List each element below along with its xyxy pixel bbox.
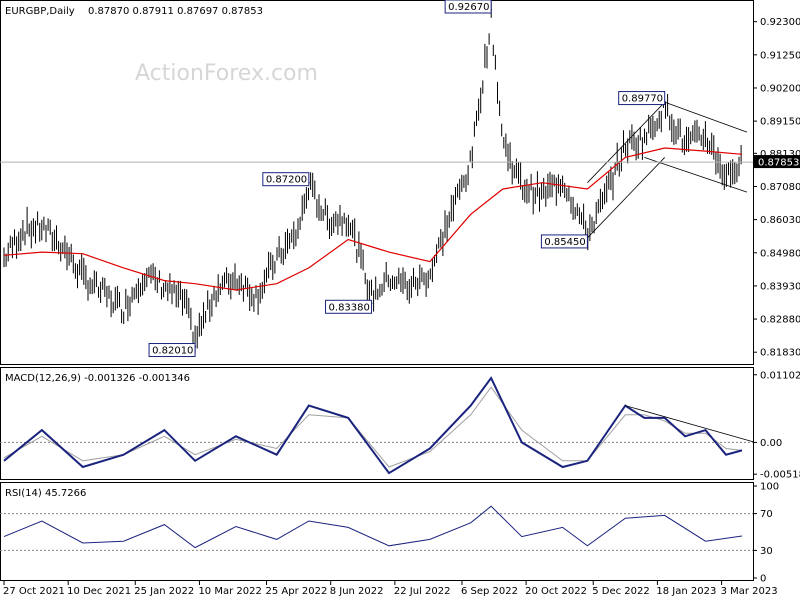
trend-line xyxy=(664,101,748,133)
price-tick-label: 0.83930 xyxy=(760,281,800,292)
macd-panel-frame xyxy=(0,367,754,480)
symbol-timeframe-label: EURGBP,Daily xyxy=(5,6,75,17)
price-panel-frame xyxy=(0,0,754,365)
rsi-tick-label: 100 xyxy=(760,482,779,493)
moving-average-line xyxy=(3,147,743,291)
price-tick-label: 0.82880 xyxy=(760,315,800,326)
price-tick-label: 0.81830 xyxy=(760,348,800,359)
rsi-tick-label: 70 xyxy=(760,509,773,520)
time-tick-label: 5 Dec 2022 xyxy=(592,586,650,597)
rsi-tick-label: 30 xyxy=(760,546,773,557)
ohlc-values-label: 0.87870 0.87911 0.87697 0.87853 xyxy=(88,6,263,17)
price-annotation-label: 0.87200 xyxy=(266,175,307,186)
chart-header: EURGBP,Daily 0.87870 0.87911 0.87697 0.8… xyxy=(5,6,263,17)
price-annotation-label: 0.85450 xyxy=(544,237,585,248)
time-tick-label: 25 Apr 2022 xyxy=(266,586,328,597)
price-tick-label: 0.84980 xyxy=(760,248,800,259)
trend-line xyxy=(644,157,748,193)
time-tick-label: 18 Jan 2023 xyxy=(656,586,716,597)
trend-channel-layer xyxy=(587,101,748,239)
macd-indicator-label: MACD(12,26,9) -0.001326 -0.001346 xyxy=(5,373,190,384)
macd-tick-label: 0.011023 xyxy=(760,370,800,381)
price-bars-layer xyxy=(3,1,742,354)
price-annotation-box xyxy=(444,0,492,14)
current-price-box xyxy=(754,155,800,169)
time-tick-label: 22 Jul 2022 xyxy=(394,586,451,597)
current-price-label: 0.87853 xyxy=(758,158,799,169)
time-tick-label: 10 Dec 2021 xyxy=(67,586,131,597)
trend-line xyxy=(587,101,665,183)
price-annotation-box xyxy=(325,299,373,314)
price-annotation-box xyxy=(618,91,666,106)
time-tick-label: 8 Jun 2022 xyxy=(330,586,384,597)
current-price-marker: 0.87853 xyxy=(0,155,800,169)
price-annotation-box xyxy=(540,234,588,249)
rsi-line xyxy=(3,505,743,549)
time-tick-label: 27 Oct 2021 xyxy=(3,586,65,597)
price-annotation-box xyxy=(262,172,310,187)
rsi-indicator-label: RSI(14) 45.7266 xyxy=(5,488,86,499)
price-tick-label: 0.89150 xyxy=(760,117,800,128)
macd-tick-label: -0.005182 xyxy=(760,470,800,481)
price-tick-label: 0.88130 xyxy=(760,149,800,160)
moving-average-layer xyxy=(3,147,743,291)
time-tick-label: 20 Oct 2022 xyxy=(525,586,587,597)
price-tick-label: 0.87080 xyxy=(760,182,800,193)
price-annotation-box xyxy=(148,343,196,358)
macd-line xyxy=(3,376,743,475)
price-tick-label: 0.92300 xyxy=(760,17,800,28)
trend-line xyxy=(587,157,665,239)
price-tick-label: 0.86030 xyxy=(760,215,800,226)
price-tick-label: 0.90200 xyxy=(760,83,800,94)
rsi-tick-label: 0 xyxy=(760,574,766,585)
time-tick-label: 25 Jan 2022 xyxy=(134,586,194,597)
macd-axis: 0.011023 0.00 -0.005182 xyxy=(753,370,800,481)
price-annotation-label: 0.89770 xyxy=(622,94,663,105)
price-annotation-label: 0.92670 xyxy=(448,2,489,13)
price-tick-label: 0.91250 xyxy=(760,50,800,61)
time-axis: 27 Oct 2021 10 Dec 2021 25 Jan 2022 10 Mar … xyxy=(3,581,778,597)
time-tick-label: 6 Sep 2022 xyxy=(461,586,518,597)
time-tick-label: 10 Mar 2022 xyxy=(198,586,261,597)
macd-tick-label: 0.00 xyxy=(760,438,782,449)
macd-layer xyxy=(0,376,754,475)
price-annotation-label: 0.83380 xyxy=(329,302,370,313)
price-axis: 0.92300 0.91250 0.90200 0.89150 0.88130 0.870… xyxy=(753,17,800,359)
macd-trend-line xyxy=(625,405,754,443)
macd-signal-line xyxy=(3,386,743,468)
rsi-layer xyxy=(0,505,753,551)
rsi-panel-frame xyxy=(0,482,754,581)
price-annotations: 0.92670 0.89770 0.87200 0.85450 0.83380 0.820… xyxy=(148,0,666,358)
rsi-axis: 100 70 30 0 xyxy=(753,482,779,585)
price-annotation-label: 0.82010 xyxy=(152,346,193,357)
time-tick-label: 3 Mar 2023 xyxy=(721,586,778,597)
watermark: ActionForex.com xyxy=(135,61,318,86)
